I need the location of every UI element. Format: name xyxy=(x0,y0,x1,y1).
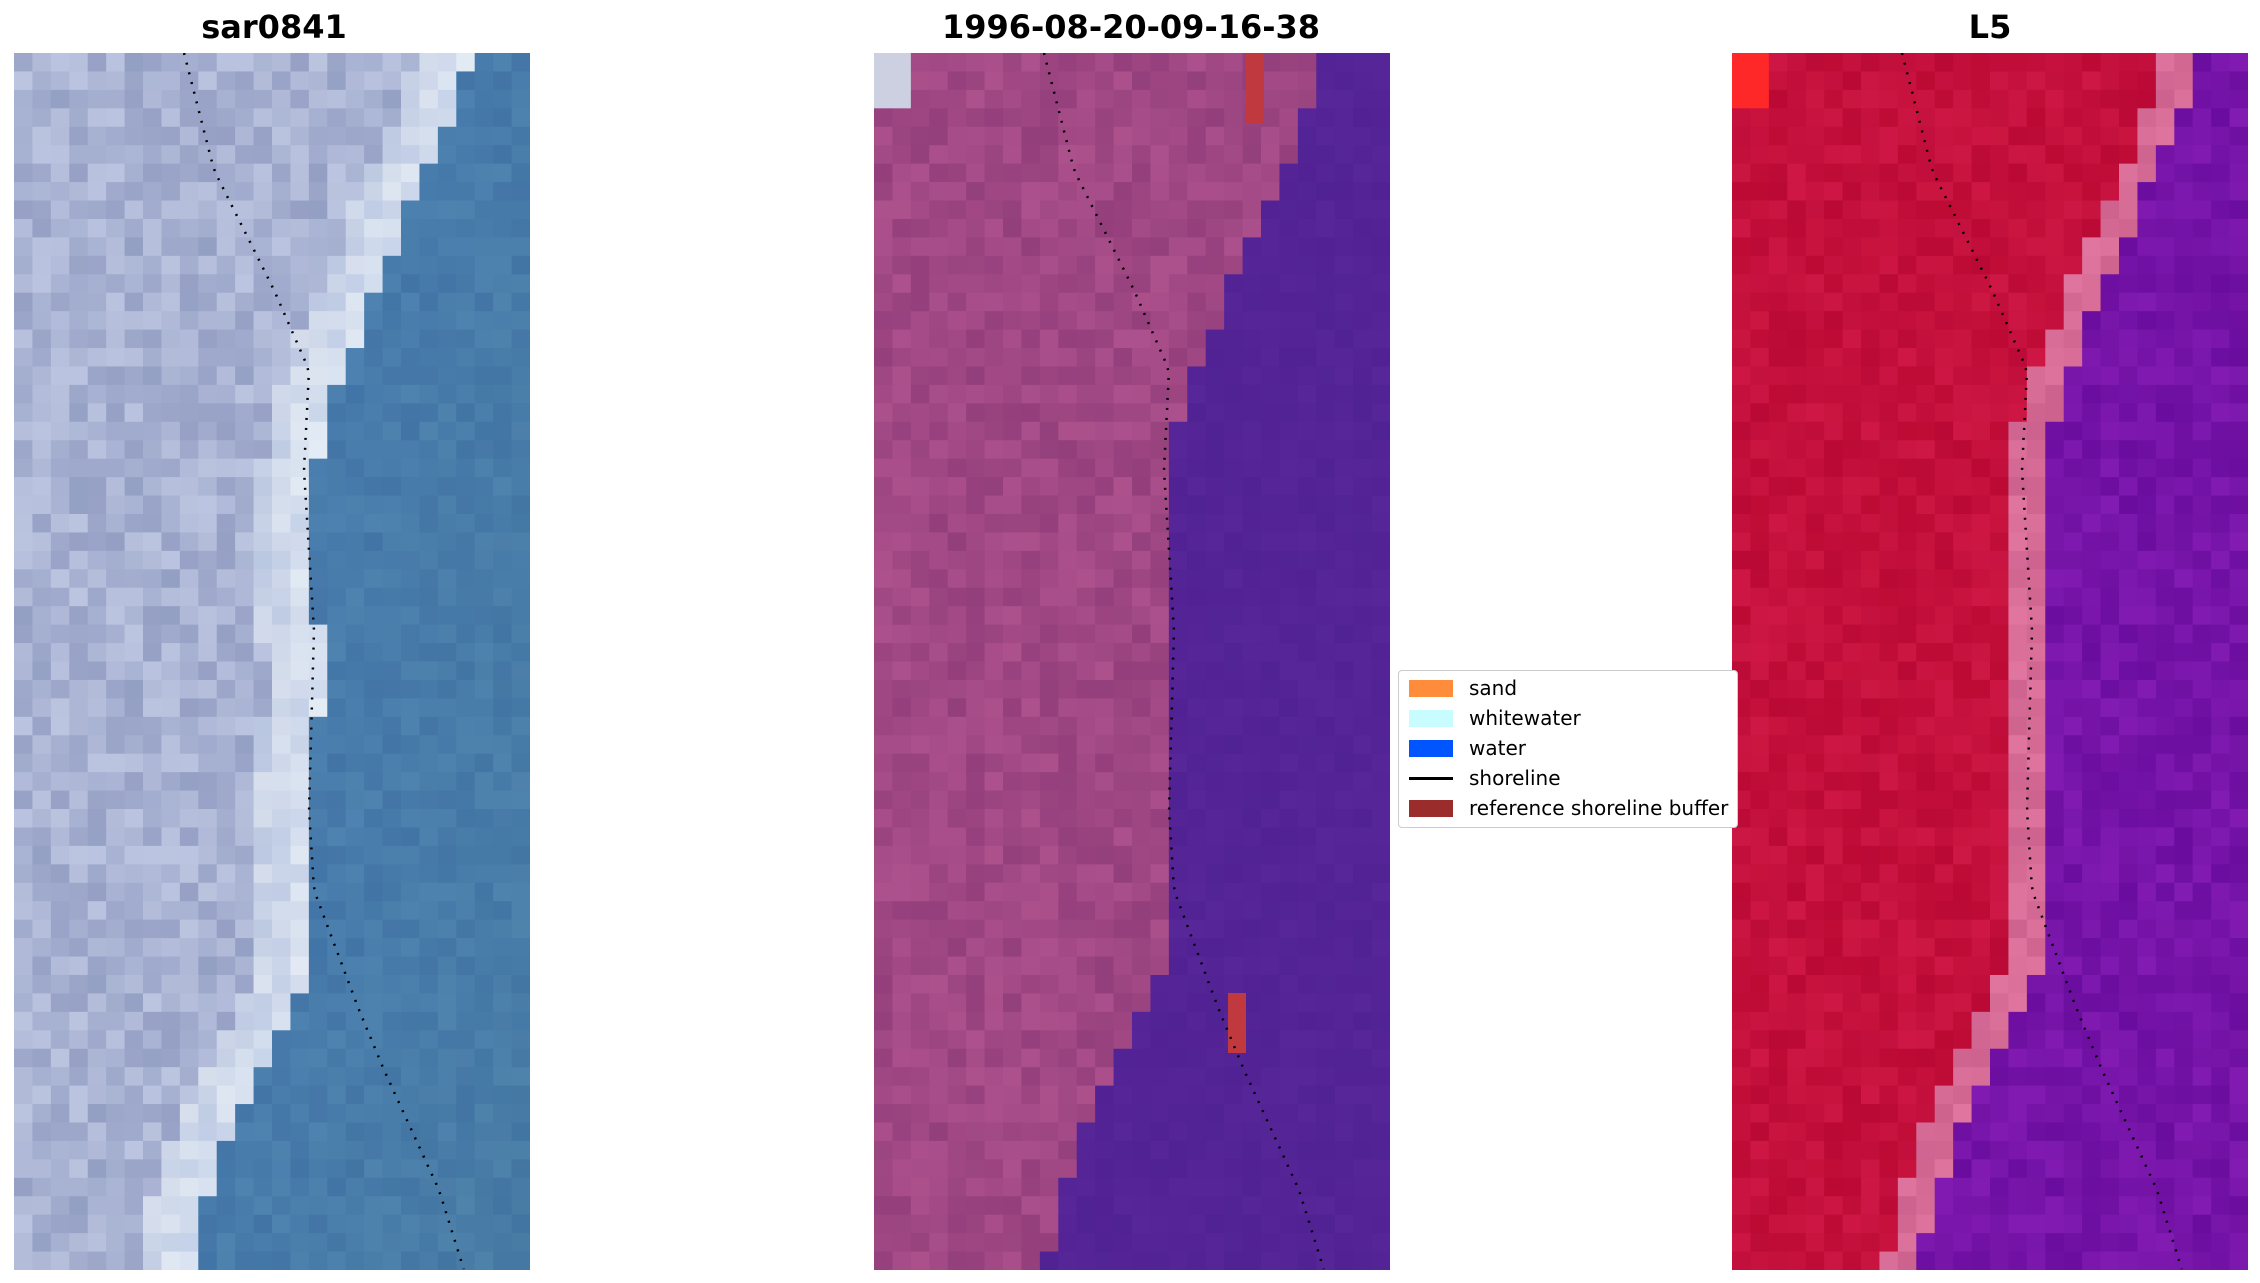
classified-image xyxy=(874,53,1390,1270)
image-pixel-grid xyxy=(14,53,530,1270)
legend-item-whitewater: whitewater xyxy=(1409,705,1581,731)
shoreline xyxy=(1900,53,2183,1270)
index-image xyxy=(1732,53,2248,1270)
classified-image-panel xyxy=(874,53,1390,1270)
legend-item-shoreline: shoreline xyxy=(1409,765,1561,791)
legend-item-reference-buffer: reference shoreline buffer xyxy=(1409,795,1728,821)
index-image-panel xyxy=(1732,53,2248,1270)
legend-label-sand: sand xyxy=(1469,676,1518,700)
legend: sand whitewater water shoreline referenc… xyxy=(1398,670,1738,828)
reference-buffer-patch xyxy=(1246,53,1264,123)
rgb-image xyxy=(14,53,530,1270)
legend-label-water: water xyxy=(1469,736,1526,760)
legend-label-shoreline: shoreline xyxy=(1469,766,1561,790)
reference-buffer-swatch xyxy=(1409,799,1453,817)
panel-title-2: 1996-08-20-09-16-38 xyxy=(941,8,1321,46)
water-swatch xyxy=(1409,739,1453,757)
legend-item-sand: sand xyxy=(1409,675,1517,701)
legend-item-water: water xyxy=(1409,735,1526,761)
panel-title-1: sar0841 xyxy=(201,8,347,46)
panel-title-3: L5 xyxy=(1968,8,2012,46)
image-pixel-grid xyxy=(1732,53,2248,1270)
image-pixel-grid xyxy=(874,53,1390,1270)
whitewater-swatch xyxy=(1409,709,1453,727)
sand-swatch xyxy=(1409,679,1453,697)
reference-buffer-patch xyxy=(1228,993,1246,1053)
shoreline xyxy=(1042,53,1325,1270)
shoreline-line-sample xyxy=(1409,776,1453,780)
legend-label-whitewater: whitewater xyxy=(1469,706,1581,730)
rgb-image-panel xyxy=(14,53,530,1270)
shoreline xyxy=(182,53,465,1270)
legend-label-reference-buffer: reference shoreline buffer xyxy=(1469,796,1729,820)
